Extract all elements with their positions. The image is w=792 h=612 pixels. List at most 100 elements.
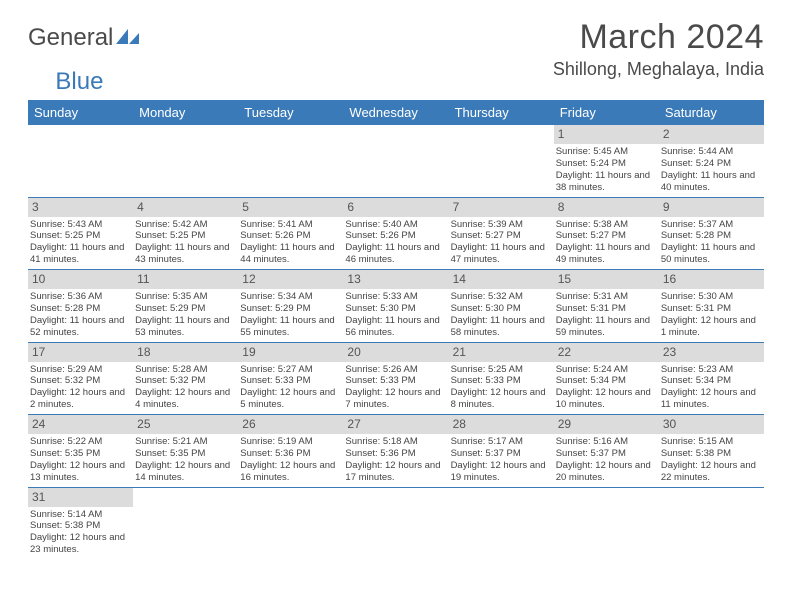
daylight-text: Daylight: 12 hours and 5 minutes. <box>240 387 339 411</box>
sunset-text: Sunset: 5:31 PM <box>556 303 655 315</box>
calendar-week-row: 3Sunrise: 5:43 AMSunset: 5:25 PMDaylight… <box>28 197 764 270</box>
sunrise-text: Sunrise: 5:16 AM <box>556 436 655 448</box>
sunset-text: Sunset: 5:37 PM <box>556 448 655 460</box>
calendar-week-row: 31Sunrise: 5:14 AMSunset: 5:38 PMDayligh… <box>28 487 764 559</box>
daylight-text: Daylight: 11 hours and 40 minutes. <box>661 170 760 194</box>
sunrise-text: Sunrise: 5:14 AM <box>30 509 129 521</box>
calendar-cell: 24Sunrise: 5:22 AMSunset: 5:35 PMDayligh… <box>28 415 133 488</box>
logo-text-1: General <box>28 24 113 52</box>
daylight-text: Daylight: 12 hours and 16 minutes. <box>240 460 339 484</box>
sunset-text: Sunset: 5:29 PM <box>240 303 339 315</box>
daylight-text: Daylight: 12 hours and 14 minutes. <box>135 460 234 484</box>
sunrise-text: Sunrise: 5:15 AM <box>661 436 760 448</box>
sunrise-text: Sunrise: 5:41 AM <box>240 219 339 231</box>
daylight-text: Daylight: 11 hours and 46 minutes. <box>345 242 444 266</box>
day-number: 23 <box>659 343 764 362</box>
day-number: 26 <box>238 415 343 434</box>
sunset-text: Sunset: 5:32 PM <box>30 375 129 387</box>
calendar-cell: 10Sunrise: 5:36 AMSunset: 5:28 PMDayligh… <box>28 270 133 343</box>
sunrise-text: Sunrise: 5:32 AM <box>451 291 550 303</box>
sunset-text: Sunset: 5:31 PM <box>661 303 760 315</box>
logo-sail-icon <box>115 24 141 42</box>
day-number: 11 <box>133 270 238 289</box>
calendar-week-row: 10Sunrise: 5:36 AMSunset: 5:28 PMDayligh… <box>28 270 764 343</box>
sunrise-text: Sunrise: 5:28 AM <box>135 364 234 376</box>
calendar-cell: 14Sunrise: 5:32 AMSunset: 5:30 PMDayligh… <box>449 270 554 343</box>
calendar-cell <box>554 487 659 559</box>
calendar-cell: 30Sunrise: 5:15 AMSunset: 5:38 PMDayligh… <box>659 415 764 488</box>
calendar-week-row: 17Sunrise: 5:29 AMSunset: 5:32 PMDayligh… <box>28 342 764 415</box>
sunset-text: Sunset: 5:29 PM <box>135 303 234 315</box>
day-number: 15 <box>554 270 659 289</box>
month-title: March 2024 <box>553 18 764 57</box>
sunset-text: Sunset: 5:36 PM <box>345 448 444 460</box>
sunrise-text: Sunrise: 5:23 AM <box>661 364 760 376</box>
sunset-text: Sunset: 5:26 PM <box>240 230 339 242</box>
daylight-text: Daylight: 11 hours and 44 minutes. <box>240 242 339 266</box>
sunset-text: Sunset: 5:33 PM <box>345 375 444 387</box>
sunrise-text: Sunrise: 5:38 AM <box>556 219 655 231</box>
sunset-text: Sunset: 5:36 PM <box>240 448 339 460</box>
calendar-cell: 13Sunrise: 5:33 AMSunset: 5:30 PMDayligh… <box>343 270 448 343</box>
day-number: 12 <box>238 270 343 289</box>
dow-monday: Monday <box>133 100 238 125</box>
sunset-text: Sunset: 5:28 PM <box>661 230 760 242</box>
sunrise-text: Sunrise: 5:24 AM <box>556 364 655 376</box>
daylight-text: Daylight: 12 hours and 20 minutes. <box>556 460 655 484</box>
daylight-text: Daylight: 12 hours and 10 minutes. <box>556 387 655 411</box>
daylight-text: Daylight: 12 hours and 13 minutes. <box>30 460 129 484</box>
sunset-text: Sunset: 5:33 PM <box>240 375 339 387</box>
calendar-cell: 27Sunrise: 5:18 AMSunset: 5:36 PMDayligh… <box>343 415 448 488</box>
daylight-text: Daylight: 11 hours and 58 minutes. <box>451 315 550 339</box>
day-number: 20 <box>343 343 448 362</box>
day-number: 24 <box>28 415 133 434</box>
weekday-header-row: Sunday Monday Tuesday Wednesday Thursday… <box>28 100 764 125</box>
day-number: 31 <box>28 488 133 507</box>
calendar-cell: 1Sunrise: 5:45 AMSunset: 5:24 PMDaylight… <box>554 125 659 197</box>
day-number: 16 <box>659 270 764 289</box>
sunset-text: Sunset: 5:30 PM <box>345 303 444 315</box>
sunrise-text: Sunrise: 5:22 AM <box>30 436 129 448</box>
calendar-cell <box>133 487 238 559</box>
dow-friday: Friday <box>554 100 659 125</box>
sunrise-text: Sunrise: 5:21 AM <box>135 436 234 448</box>
sunrise-text: Sunrise: 5:19 AM <box>240 436 339 448</box>
calendar-body: 1Sunrise: 5:45 AMSunset: 5:24 PMDaylight… <box>28 125 764 559</box>
calendar-cell <box>238 487 343 559</box>
day-number: 13 <box>343 270 448 289</box>
day-number: 1 <box>554 125 659 144</box>
day-number: 30 <box>659 415 764 434</box>
daylight-text: Daylight: 12 hours and 4 minutes. <box>135 387 234 411</box>
day-number: 3 <box>28 198 133 217</box>
daylight-text: Daylight: 11 hours and 49 minutes. <box>556 242 655 266</box>
sunset-text: Sunset: 5:25 PM <box>30 230 129 242</box>
daylight-text: Daylight: 11 hours and 50 minutes. <box>661 242 760 266</box>
day-number: 7 <box>449 198 554 217</box>
sunset-text: Sunset: 5:27 PM <box>451 230 550 242</box>
daylight-text: Daylight: 11 hours and 55 minutes. <box>240 315 339 339</box>
dow-sunday: Sunday <box>28 100 133 125</box>
calendar-cell: 11Sunrise: 5:35 AMSunset: 5:29 PMDayligh… <box>133 270 238 343</box>
calendar-cell: 21Sunrise: 5:25 AMSunset: 5:33 PMDayligh… <box>449 342 554 415</box>
calendar-cell: 29Sunrise: 5:16 AMSunset: 5:37 PMDayligh… <box>554 415 659 488</box>
daylight-text: Daylight: 12 hours and 1 minute. <box>661 315 760 339</box>
sunset-text: Sunset: 5:24 PM <box>556 158 655 170</box>
sunrise-text: Sunrise: 5:26 AM <box>345 364 444 376</box>
day-number: 4 <box>133 198 238 217</box>
day-number: 19 <box>238 343 343 362</box>
daylight-text: Daylight: 12 hours and 8 minutes. <box>451 387 550 411</box>
daylight-text: Daylight: 12 hours and 22 minutes. <box>661 460 760 484</box>
sunrise-text: Sunrise: 5:37 AM <box>661 219 760 231</box>
sunrise-text: Sunrise: 5:31 AM <box>556 291 655 303</box>
calendar-cell: 3Sunrise: 5:43 AMSunset: 5:25 PMDaylight… <box>28 197 133 270</box>
daylight-text: Daylight: 12 hours and 19 minutes. <box>451 460 550 484</box>
daylight-text: Daylight: 11 hours and 38 minutes. <box>556 170 655 194</box>
day-number: 17 <box>28 343 133 362</box>
day-number: 14 <box>449 270 554 289</box>
calendar-cell: 18Sunrise: 5:28 AMSunset: 5:32 PMDayligh… <box>133 342 238 415</box>
sunset-text: Sunset: 5:32 PM <box>135 375 234 387</box>
sunrise-text: Sunrise: 5:36 AM <box>30 291 129 303</box>
calendar-cell <box>449 487 554 559</box>
calendar-cell: 6Sunrise: 5:40 AMSunset: 5:26 PMDaylight… <box>343 197 448 270</box>
calendar-cell: 22Sunrise: 5:24 AMSunset: 5:34 PMDayligh… <box>554 342 659 415</box>
